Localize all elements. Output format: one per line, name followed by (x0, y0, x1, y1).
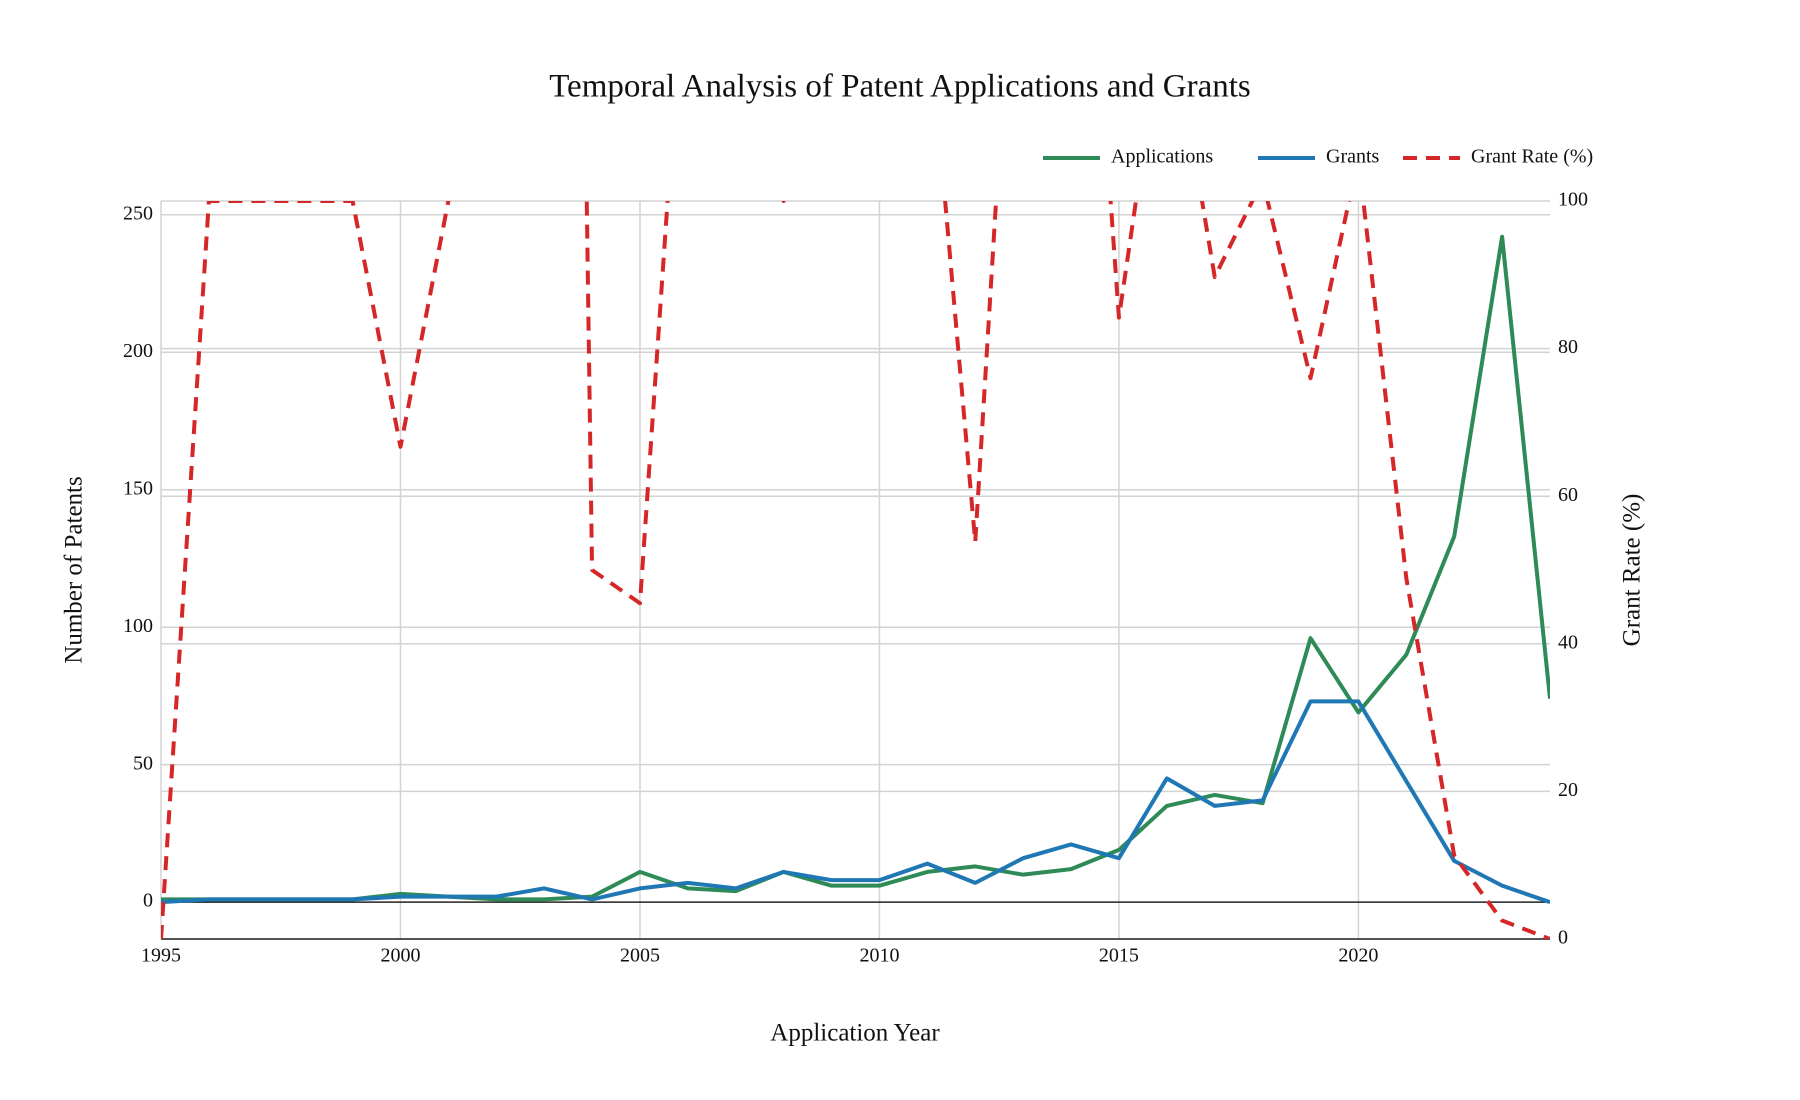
y2-tick-label: 40 (1558, 631, 1578, 653)
y2-tick-label: 80 (1558, 336, 1578, 358)
x-axis-title: Application Year (770, 1020, 940, 1047)
legend-label: Grant Rate (%) (1471, 146, 1593, 168)
chart-title: Temporal Analysis of Patent Applications… (549, 69, 1251, 105)
x-tick-label: 2020 (1338, 945, 1378, 967)
y2-tick-label: 100 (1558, 189, 1588, 211)
x-tick-label: 2005 (620, 945, 660, 967)
y2-tick-label: 0 (1558, 927, 1568, 949)
legend-label: Applications (1111, 146, 1213, 168)
x-tick-label: 1995 (141, 945, 181, 967)
series-line (161, 234, 1550, 902)
y2-axis-title: Grant Rate (%) (1619, 494, 1646, 647)
y-tick-label: 100 (123, 615, 153, 637)
x-tick-label: 2015 (1099, 945, 1139, 967)
y-tick-label: 250 (123, 202, 153, 224)
y-tick-label: 0 (143, 890, 153, 912)
legend-label: Grants (1326, 146, 1380, 168)
x-tick-label: 2000 (380, 945, 420, 967)
y-tick-label: 200 (123, 340, 153, 362)
x-tick-label: 2010 (859, 945, 899, 967)
y-tick-label: 150 (123, 477, 153, 499)
y2-tick-label: 60 (1558, 484, 1578, 506)
y-tick-label: 50 (133, 752, 153, 774)
series-line (161, 201, 1550, 939)
plot-area (161, 201, 1550, 939)
series-line (161, 699, 1550, 905)
y-axis-title: Number of Patents (61, 476, 88, 663)
y2-tick-label: 20 (1558, 779, 1578, 801)
